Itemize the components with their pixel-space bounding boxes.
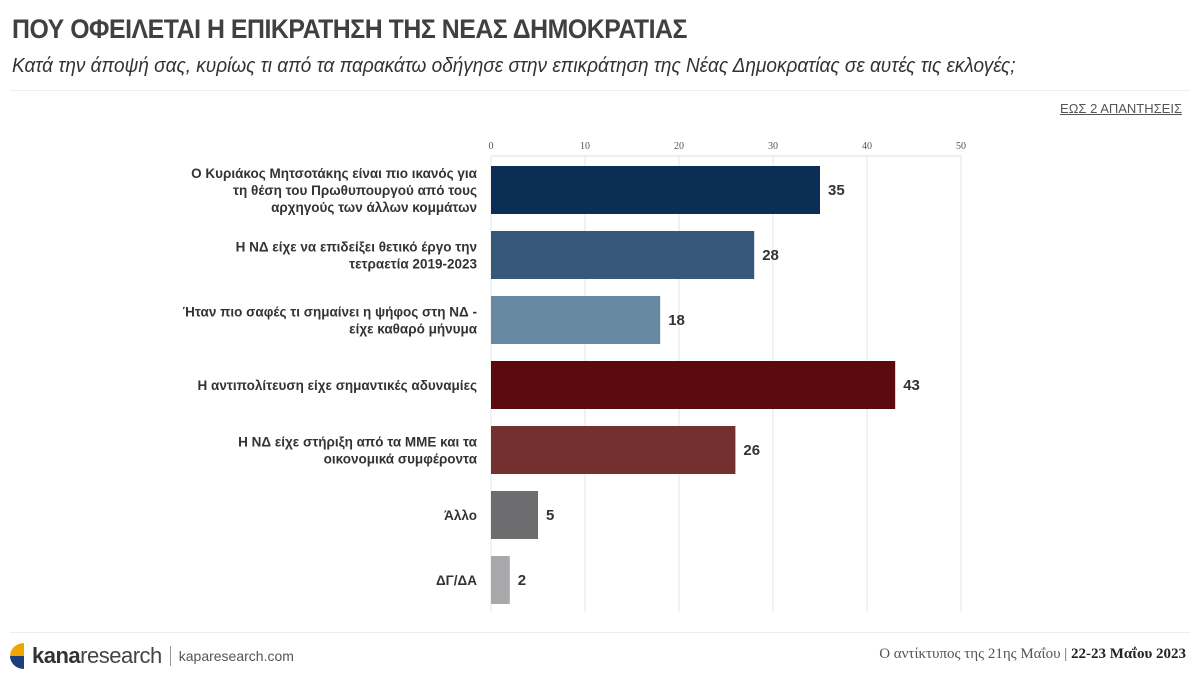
data-label: 35 [828,182,845,199]
category-label: Άλλο [444,508,477,523]
bar [491,556,510,604]
data-label: 18 [668,312,685,329]
footer-divider [10,632,1190,633]
bar [491,296,661,344]
x-tick-label: 10 [580,141,590,152]
data-label: 26 [743,442,760,459]
logo: kanaresearch [32,643,162,668]
x-tick-label: 50 [956,141,966,152]
page-title: ΠΟΥ ΟΦΕΙΛΕΤΑΙ Η ΕΠΙΚΡΑΤΗΣΗ ΤΗΣ ΝΕΑΣ ΔΗΜΟ… [12,14,687,44]
category-label: είχε καθαρό μήνυμα [349,322,478,337]
x-tick-label: 0 [489,141,494,152]
data-label: 43 [903,377,920,394]
bar [491,166,820,214]
category-label: αρχηγούς των άλλων κομμάτων [271,200,477,215]
x-tick-label: 30 [768,141,778,152]
answers-note: ΕΩΣ 2 ΑΠΑΝΤΗΣΕΙΣ [1060,101,1182,116]
bar [491,361,896,409]
x-tick-label: 20 [674,141,684,152]
bar [491,426,736,474]
survey-info: Ο αντίκτυπος της 21ης Μαΐου | 22-23 Μαΐο… [879,646,1186,662]
category-label: τη θέση του Πρωθυπουργού από τους [233,183,477,198]
category-label: ΔΓ/ΔΑ [436,573,477,588]
category-label: Ήταν πιο σαφές τι σημαίνει η ψήφος στη Ν… [183,305,477,320]
website-link[interactable]: kaparesearch.com [178,648,294,664]
category-label: Η ΝΔ είχε να επιδείξει θετικό έργο την [236,240,477,255]
data-label: 2 [518,572,526,589]
footer-brand: kanaresearch kaparesearch.com [10,643,294,669]
data-label: 5 [546,507,554,524]
data-label: 28 [762,247,779,264]
category-label: Η αντιπολίτευση είχε σημαντικές αδυναμίε… [198,378,477,393]
category-label: Η ΝΔ είχε στήριξη από τα ΜΜΕ και τα [238,435,478,450]
category-label: Ο Κυριάκος Μητσοτάκης είναι πιο ικανός γ… [191,166,478,181]
bar [491,231,755,279]
x-tick-label: 40 [862,141,872,152]
bar [491,491,538,539]
category-label: τετραετία 2019-2023 [349,257,477,272]
page-subtitle: Κατά την άποψή σας, κυρίως τι από τα παρ… [12,55,1016,77]
divider [10,90,1190,91]
category-label: οικονομικά συμφέροντα [324,452,478,467]
logo-icon [10,643,24,669]
